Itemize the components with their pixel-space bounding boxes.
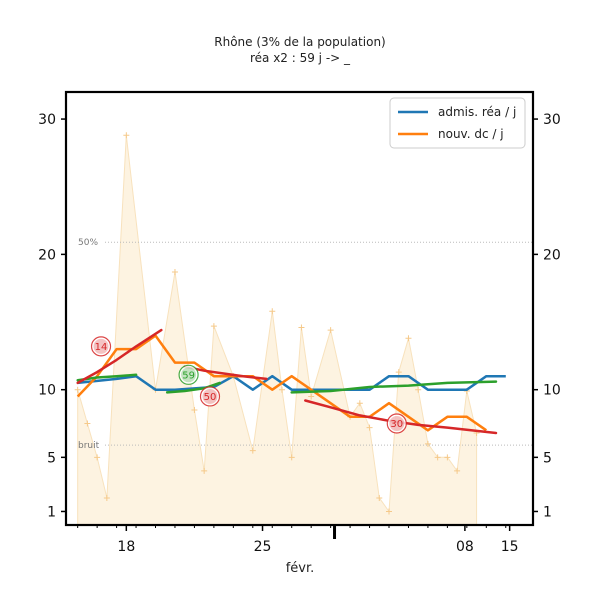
- background-point: [298, 324, 305, 331]
- plot-frame: [64, 90, 535, 527]
- background-point: [171, 268, 178, 275]
- legend-label: admis. réa / j: [438, 105, 516, 119]
- value-bubble: [199, 386, 221, 407]
- reference-line-label: bruit: [78, 441, 100, 451]
- background-point: [415, 386, 422, 393]
- x-tick-label: 15: [501, 539, 519, 555]
- background-point: [376, 494, 383, 501]
- value-bubble-fill: [389, 416, 405, 432]
- background-point: [288, 454, 295, 461]
- background-point: [424, 440, 431, 447]
- background-point: [191, 406, 198, 413]
- y-tick-label: 10: [38, 383, 56, 399]
- background-point: [434, 454, 441, 461]
- background-point: [454, 467, 461, 474]
- legend-box: [389, 97, 526, 149]
- value-bubble-label: 14: [95, 342, 108, 353]
- background-point: [269, 308, 276, 315]
- background-point: [386, 508, 393, 515]
- value-bubble: [90, 336, 112, 357]
- background-area-layer: [74, 132, 480, 526]
- background-point: [94, 454, 101, 461]
- chart-title-block: Rhône (3% de la population) réa x2 : 59 …: [0, 34, 600, 66]
- series-line: [76, 334, 488, 432]
- value-bubble-label: 50: [204, 392, 217, 403]
- background-point: [444, 454, 451, 461]
- background-point: [405, 335, 412, 342]
- y-tick-label-right: 5: [543, 450, 552, 466]
- y-tick-label: 1: [47, 504, 56, 520]
- background-point: [210, 323, 217, 330]
- background-point: [308, 393, 315, 400]
- x-tick-label: 18: [117, 539, 135, 555]
- x-tick-label: 25: [254, 539, 272, 555]
- background-area: [77, 135, 478, 526]
- series-layer: [76, 334, 506, 432]
- legend-label: nouv. dc / j: [438, 127, 504, 141]
- background-point: [278, 386, 285, 393]
- reference-lines-layer: 50% bruit: [78, 238, 533, 451]
- chart-subtitle: réa x2 : 59 j -> _: [249, 51, 351, 65]
- background-point: [366, 424, 373, 431]
- y-tick-label-right: 20: [543, 247, 561, 263]
- trend-line: [290, 380, 498, 394]
- background-point: [123, 132, 130, 139]
- reference-line-label: 50%: [78, 238, 98, 248]
- y-tick-label: 5: [47, 450, 56, 466]
- value-bubble: [178, 364, 199, 385]
- value-bubble-label: 30: [390, 419, 403, 430]
- y-tick-label-right: 1: [543, 504, 552, 520]
- background-point: [327, 327, 334, 334]
- background-point: [74, 386, 81, 393]
- x-tick-label: 08: [456, 539, 474, 555]
- value-bubble-fill: [181, 367, 197, 383]
- value-bubble: [386, 413, 407, 434]
- y-tick-label-right: 10: [543, 383, 561, 399]
- y-tick-label-right: 30: [543, 112, 561, 128]
- background-point: [103, 494, 110, 501]
- value-bubble-label: 59: [182, 370, 195, 381]
- chart-title: Rhône (3% de la population): [214, 35, 386, 49]
- trend-line: [183, 365, 268, 381]
- background-point: [201, 467, 208, 474]
- trend-line: [165, 381, 221, 394]
- value-bubble-fill: [202, 388, 218, 404]
- x-axis-label: févr.: [286, 561, 315, 576]
- background-point: [356, 400, 363, 407]
- legend: admis. réa / j nouv. dc / j: [389, 97, 526, 149]
- value-bubble-fill: [93, 338, 109, 354]
- trend-line: [76, 328, 163, 385]
- bubble-layer: 14 59 50 30: [90, 336, 407, 434]
- background-point: [84, 420, 91, 427]
- y-tick-label: 30: [38, 112, 56, 128]
- background-point: [395, 369, 402, 376]
- y-tick-label: 20: [38, 247, 56, 263]
- background-point: [249, 447, 256, 454]
